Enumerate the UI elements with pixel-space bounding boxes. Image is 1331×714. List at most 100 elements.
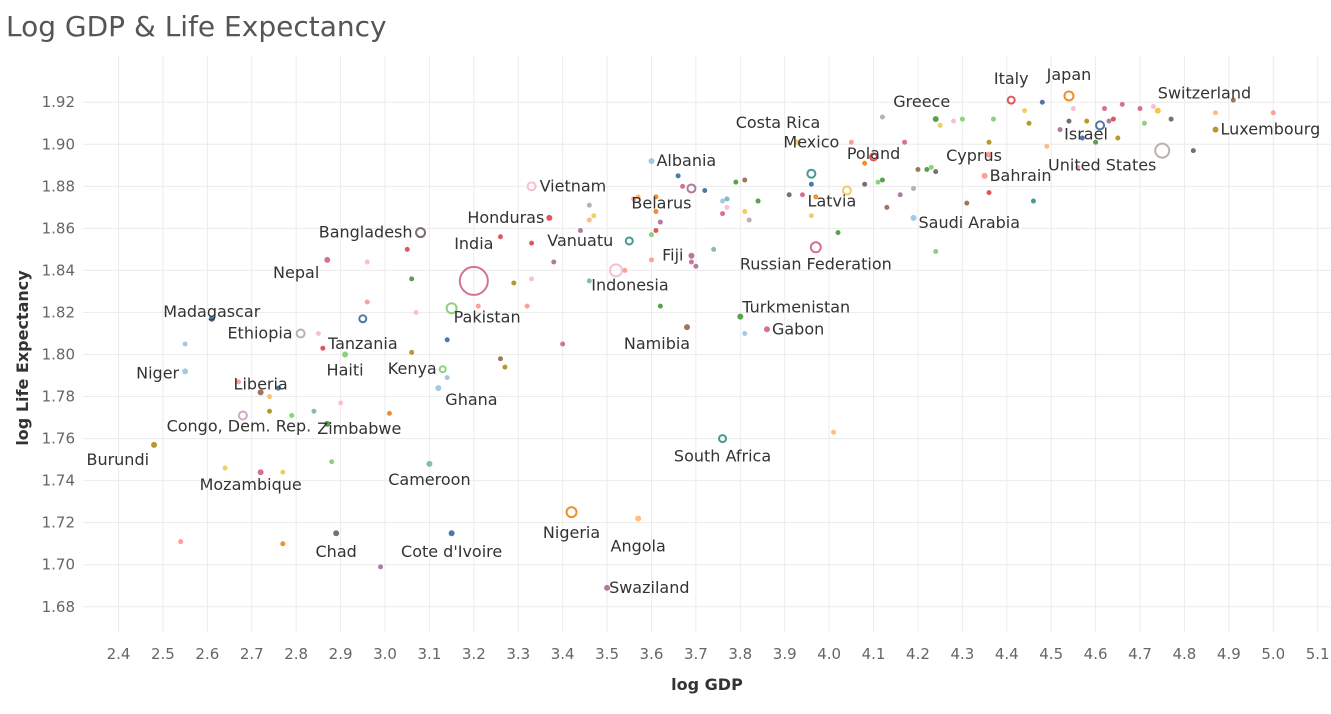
point-label: Bahrain	[990, 166, 1052, 185]
data-point	[742, 330, 748, 336]
data-point	[746, 217, 752, 223]
data-point	[884, 204, 890, 210]
point-label: Israel	[1064, 124, 1108, 143]
data-point	[413, 309, 419, 315]
data-point	[1190, 148, 1196, 154]
data-point	[280, 469, 286, 475]
x-axis-ticks: 2.4 2.5 2.6 2.7 2.8 2.9 3.0 3.1 3.2 3.3 3.4 3.5 3.6 3…	[107, 645, 1330, 663]
data-point	[711, 246, 717, 252]
point-label: Indonesia	[591, 275, 668, 294]
point-label: Russian Federation	[740, 254, 892, 273]
x-tick-label: 4.0	[817, 645, 841, 663]
data-point	[959, 116, 965, 122]
x-tick-label: 2.8	[284, 645, 308, 663]
point-label: Ethiopia	[227, 323, 292, 342]
y-axis-ticks: 1.68 1.70 1.72 1.74 1.76 1.78 1.80 1.82 1.84 1.86…	[42, 93, 75, 616]
data-point	[222, 465, 228, 471]
data-point	[1230, 97, 1236, 103]
data-point	[657, 219, 663, 225]
data-point	[1101, 106, 1107, 112]
y-tick-label: 1.70	[42, 556, 75, 574]
point-label: South Africa	[674, 447, 771, 466]
data-point	[529, 276, 535, 282]
y-tick-label: 1.90	[42, 135, 75, 153]
data-point	[937, 122, 943, 128]
data-point	[1044, 143, 1050, 149]
data-point	[902, 139, 908, 145]
point-label: Burundi	[86, 450, 149, 469]
y-tick-label: 1.78	[42, 388, 75, 406]
x-tick-label: 3.2	[462, 645, 486, 663]
data-point	[182, 341, 188, 347]
data-point	[1026, 120, 1032, 126]
point-label: Tanzania	[327, 334, 398, 353]
data-point	[586, 217, 592, 223]
data-point	[497, 356, 503, 362]
point-label: Turkmenistan	[741, 298, 850, 317]
data-point	[648, 257, 654, 263]
data-point	[178, 539, 184, 545]
x-tick-label: 3.7	[684, 645, 708, 663]
data-point	[577, 227, 583, 233]
data-point	[933, 249, 939, 255]
data-point	[806, 168, 817, 179]
data-point	[1137, 106, 1143, 112]
point-label: Switzerland	[1158, 84, 1251, 103]
data-point	[879, 114, 885, 120]
point-label: Angola	[611, 536, 666, 555]
data-point	[1115, 135, 1121, 141]
point-label: Albania	[656, 151, 716, 170]
data-point	[1070, 106, 1076, 112]
data-point	[358, 314, 368, 324]
data-point	[786, 192, 792, 198]
data-point	[1119, 101, 1125, 107]
data-point	[986, 139, 992, 145]
data-point	[928, 164, 934, 170]
data-point	[742, 177, 748, 183]
data-point	[813, 194, 819, 200]
data-point	[435, 385, 442, 392]
x-tick-label: 3.4	[551, 645, 575, 663]
data-point	[342, 351, 349, 358]
data-point	[835, 230, 841, 236]
data-point	[1057, 127, 1063, 133]
y-tick-label: 1.76	[42, 430, 75, 448]
data-point	[182, 368, 189, 375]
data-point	[924, 167, 930, 173]
x-tick-label: 3.3	[506, 645, 530, 663]
data-point	[1022, 108, 1028, 114]
grid	[83, 56, 1331, 632]
x-tick-label: 3.6	[640, 645, 664, 663]
data-point	[648, 232, 654, 238]
data-point	[378, 564, 384, 570]
data-point	[986, 151, 993, 158]
y-tick-label: 1.68	[42, 598, 75, 616]
x-tick-label: 3.9	[773, 645, 797, 663]
data-point	[799, 192, 805, 198]
data-point	[235, 379, 241, 385]
data-point	[586, 202, 592, 208]
data-point	[604, 584, 611, 591]
data-point	[320, 345, 326, 351]
data-point	[275, 385, 281, 391]
x-tick-label: 2.5	[151, 645, 175, 663]
data-point	[151, 441, 158, 448]
y-tick-label: 1.80	[42, 346, 75, 364]
data-point	[675, 173, 681, 179]
y-tick-label: 1.74	[42, 472, 75, 490]
data-point	[724, 204, 730, 210]
data-point	[986, 190, 992, 196]
data-point	[933, 169, 939, 175]
data-point	[686, 183, 697, 194]
data-point	[364, 259, 370, 265]
data-point	[586, 278, 592, 284]
data-point	[1079, 135, 1085, 141]
data-point	[208, 315, 215, 322]
x-tick-label: 4.4	[995, 645, 1019, 663]
point-label: Madagascar	[163, 302, 260, 321]
point-label: Pakistan	[454, 307, 521, 326]
data-point	[841, 185, 852, 196]
data-point	[1066, 118, 1072, 124]
data-point	[1110, 116, 1116, 122]
